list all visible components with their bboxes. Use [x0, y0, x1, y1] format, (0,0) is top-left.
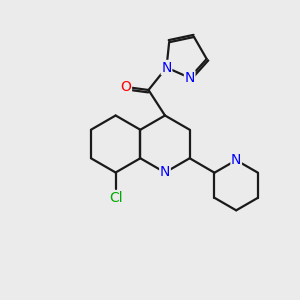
Text: N: N	[160, 166, 170, 179]
Text: Cl: Cl	[109, 191, 122, 205]
Text: N: N	[184, 71, 195, 85]
Text: O: O	[121, 80, 131, 94]
Text: N: N	[161, 61, 172, 74]
Text: N: N	[231, 153, 242, 167]
